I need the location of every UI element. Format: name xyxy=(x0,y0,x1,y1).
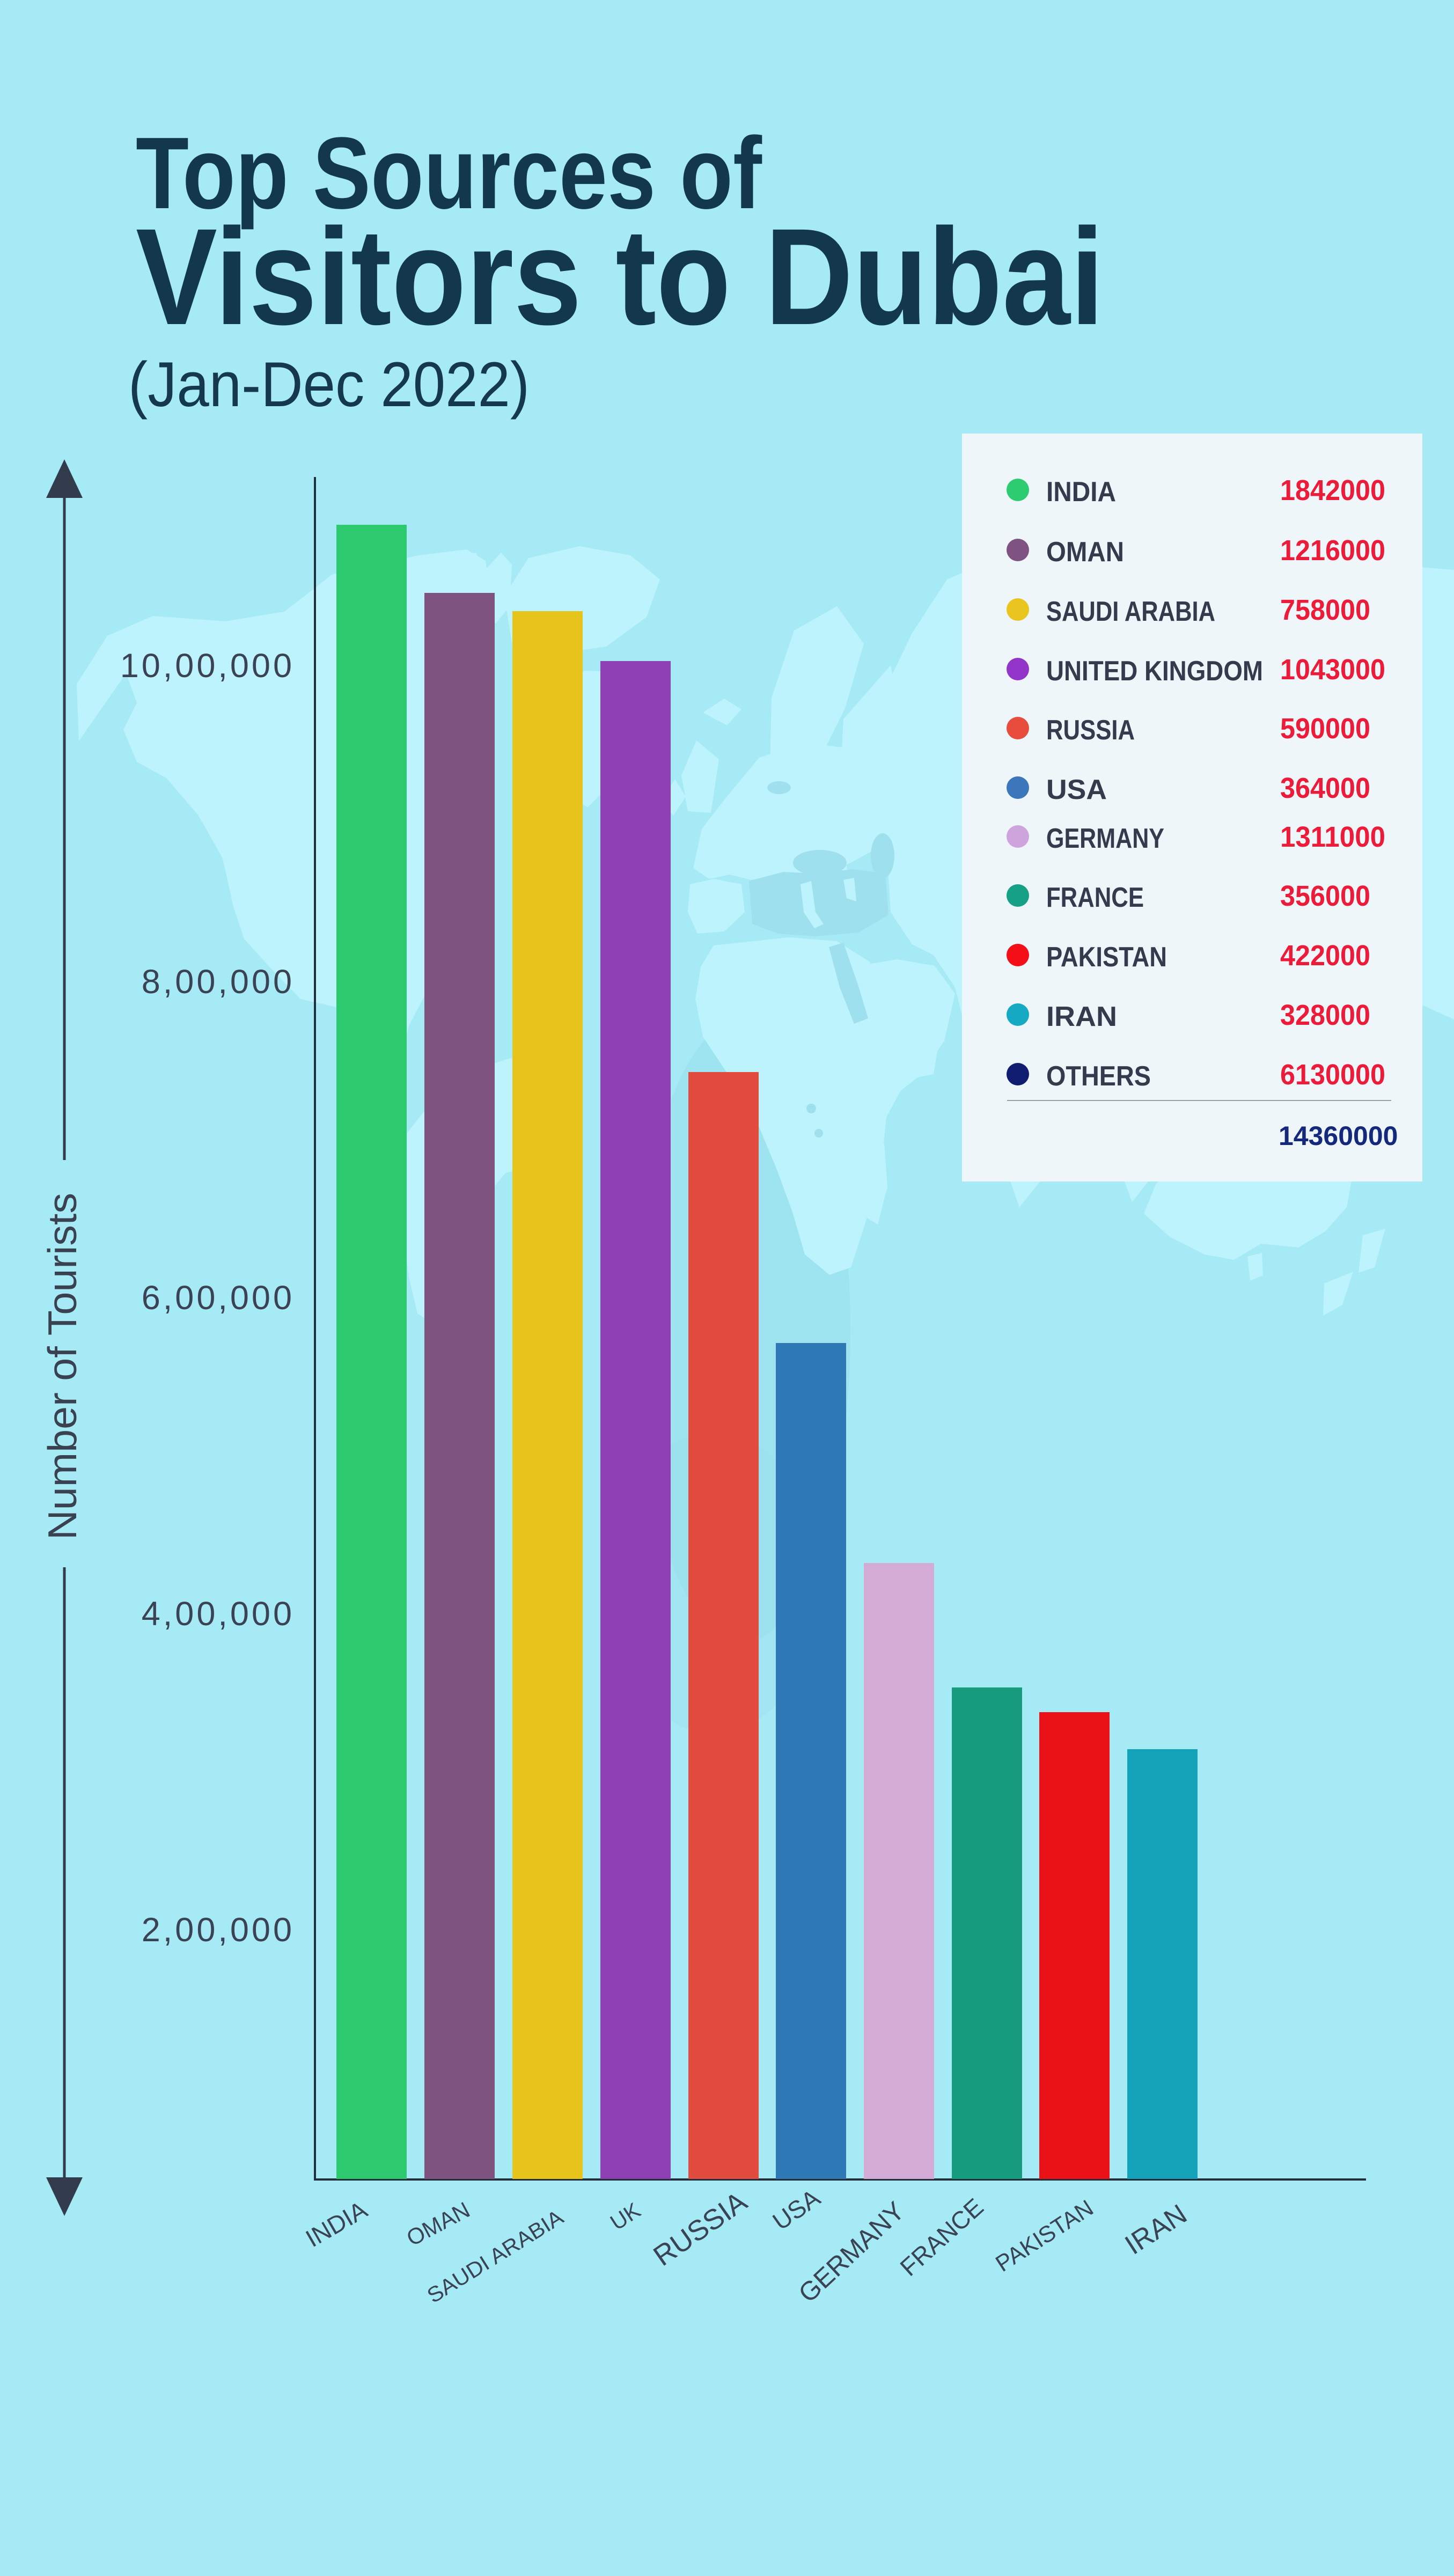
svg-text:2,00,000: 2,00,000 xyxy=(142,1911,295,1949)
svg-text:GERMANY: GERMANY xyxy=(1046,823,1164,854)
svg-text:FRANCE: FRANCE xyxy=(1046,882,1144,913)
svg-text:RUSSIA: RUSSIA xyxy=(1046,715,1135,746)
svg-text:IRAN: IRAN xyxy=(1046,1001,1117,1032)
svg-text:Top Sources of: Top Sources of xyxy=(136,116,762,230)
svg-text:10,00,000: 10,00,000 xyxy=(120,647,295,685)
svg-text:OTHERS: OTHERS xyxy=(1046,1061,1151,1092)
svg-text:364000: 364000 xyxy=(1280,772,1370,804)
svg-text:328000: 328000 xyxy=(1280,999,1370,1031)
svg-text:Number of Tourists: Number of Tourists xyxy=(40,1193,85,1540)
svg-text:14360000: 14360000 xyxy=(1279,1121,1398,1151)
svg-text:590000: 590000 xyxy=(1280,713,1370,745)
svg-text:UNITED KINGDOM: UNITED KINGDOM xyxy=(1046,656,1263,687)
svg-text:6130000: 6130000 xyxy=(1280,1059,1385,1091)
svg-text:1216000: 1216000 xyxy=(1280,534,1385,567)
svg-text:USA: USA xyxy=(1046,774,1107,805)
svg-text:8,00,000: 8,00,000 xyxy=(142,963,295,1001)
svg-text:OMAN: OMAN xyxy=(1046,537,1124,568)
svg-text:PAKISTAN: PAKISTAN xyxy=(1046,942,1167,973)
svg-text:Visitors to Dubai: Visitors to Dubai xyxy=(136,200,1104,354)
svg-text:6,00,000: 6,00,000 xyxy=(142,1279,295,1317)
svg-text:1311000: 1311000 xyxy=(1280,821,1385,853)
svg-text:INDIA: INDIA xyxy=(1046,476,1116,508)
svg-text:SAUDI ARABIA: SAUDI ARABIA xyxy=(1046,596,1215,627)
svg-text:1842000: 1842000 xyxy=(1280,474,1385,507)
svg-text:4,00,000: 4,00,000 xyxy=(142,1595,295,1633)
svg-text:(Jan-Dec 2022): (Jan-Dec 2022) xyxy=(128,349,530,420)
svg-text:758000: 758000 xyxy=(1280,594,1370,626)
svg-text:1043000: 1043000 xyxy=(1280,654,1385,686)
svg-text:356000: 356000 xyxy=(1280,880,1370,912)
svg-text:422000: 422000 xyxy=(1280,940,1370,972)
